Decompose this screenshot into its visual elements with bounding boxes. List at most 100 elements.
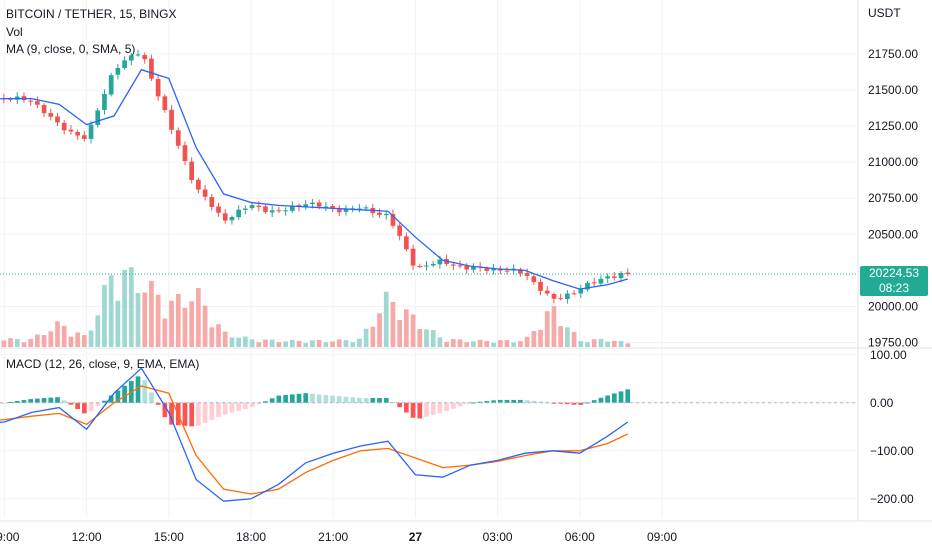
macd-histogram-bar <box>216 402 221 418</box>
grid-lines <box>0 0 858 518</box>
candle-body <box>430 263 436 266</box>
macd-histogram-bar <box>310 393 315 403</box>
macd-histogram-bar <box>229 402 235 413</box>
macd-histogram-bar <box>189 402 195 427</box>
macd-histogram-bar <box>88 402 94 412</box>
ma-legend[interactable]: MA (9, close, 0, SMA, 5) <box>6 42 136 56</box>
candle-body <box>484 268 490 271</box>
volume-bar <box>115 300 121 347</box>
macd-histogram-bar <box>283 394 288 403</box>
candle-body <box>424 265 429 267</box>
candle-body <box>524 272 530 276</box>
volume-bar <box>283 341 288 347</box>
volume-bar <box>81 335 87 347</box>
volume-bar <box>457 339 463 347</box>
macd-histogram-bar <box>155 402 161 405</box>
candle-body <box>404 236 409 250</box>
volume-bar <box>531 331 537 347</box>
macd-tick-label: −100.00 <box>870 444 914 458</box>
candle-body <box>390 214 396 226</box>
candle-body <box>571 293 577 295</box>
candle-body <box>115 67 121 75</box>
symbol-title[interactable]: BITCOIN / TETHER, 15, BINGX <box>6 7 177 21</box>
macd-histogram-bar <box>14 400 20 403</box>
candle-body <box>236 209 241 218</box>
candle-body <box>135 54 141 56</box>
volume-bar <box>68 336 74 347</box>
candle-body <box>162 96 168 111</box>
macd-histogram-bar <box>437 402 443 414</box>
macd-histogram-bar <box>464 402 470 405</box>
macd-axis-ticks[interactable]: 100.00 0.00 −100.00 −200.00 <box>870 348 914 506</box>
volume-bar <box>249 339 255 347</box>
ma-line <box>0 68 628 290</box>
time-tick-label: 09:00 <box>0 530 20 544</box>
macd-tick-label: 100.00 <box>870 348 907 362</box>
volume-bar <box>618 341 624 347</box>
candle-body <box>88 124 94 139</box>
macd-histogram-bar <box>21 400 27 403</box>
volume-bar <box>48 331 54 347</box>
price-tick-label: 21750.00 <box>868 47 918 61</box>
candle-body <box>169 109 174 130</box>
candle-body <box>585 282 590 290</box>
candle-body <box>108 75 114 95</box>
macd-histogram-bar <box>222 402 228 415</box>
volume-bar <box>518 341 523 347</box>
time-tick-label: 12:00 <box>72 530 102 544</box>
macd-histogram-bar <box>202 402 208 423</box>
macd-histogram-bar <box>585 402 590 404</box>
candle-body <box>363 207 369 209</box>
candle-body <box>283 210 288 212</box>
candle-body <box>182 145 188 162</box>
macd-histogram-bar <box>477 401 483 403</box>
candle-body <box>209 197 215 207</box>
volume-legend[interactable]: Vol <box>6 25 23 39</box>
volume-bar <box>370 326 376 347</box>
macd-histogram-bar <box>236 402 241 411</box>
volume-bar <box>316 340 322 347</box>
time-tick-label: 21:00 <box>318 530 348 544</box>
volume-bar <box>310 340 315 347</box>
volume-bar <box>269 339 275 347</box>
macd-histogram-bar <box>303 393 309 403</box>
volume-bar <box>243 336 248 347</box>
price-axis-ticks[interactable]: 21750.00 21500.00 21250.00 21000.00 20750.00… <box>868 47 918 350</box>
macd-legend[interactable]: MACD (12, 26, close, 9, EMA, EMA) <box>6 357 200 371</box>
macd-histogram-bar <box>404 402 409 413</box>
volume-bar <box>350 342 356 347</box>
macd-histogram-bar <box>296 393 302 403</box>
time-axis-ticks[interactable]: 09:00 12:00 15:00 18:00 21:00 27 03:00 06:00 09:… <box>0 530 677 544</box>
macd-histogram-bar <box>256 402 262 405</box>
time-tick-label: 03:00 <box>483 530 513 544</box>
candle-body <box>256 205 262 207</box>
volume-bar <box>102 285 107 347</box>
candle-body <box>591 282 597 284</box>
macd-histogram-bar <box>182 402 188 426</box>
volume-bar <box>404 309 409 347</box>
macd-histogram-bar <box>55 397 60 403</box>
macd-histogram-bar <box>135 376 141 403</box>
macd-histogram-bar <box>263 401 268 403</box>
volume-bar <box>591 339 597 347</box>
volume-bar <box>598 338 604 347</box>
candle-body <box>263 206 268 213</box>
candle-body <box>28 100 34 102</box>
volume-bar <box>122 270 127 347</box>
macd-histogram-bar <box>8 401 13 403</box>
candle-body <box>377 212 382 215</box>
volume-bar <box>330 341 335 347</box>
macd-histogram-bar <box>618 391 624 403</box>
volume-bar <box>471 341 476 347</box>
macd-histogram-bar <box>1 402 7 404</box>
volume-bar <box>149 280 154 347</box>
candle-body <box>149 58 154 79</box>
price-tick-label: 21250.00 <box>868 119 918 133</box>
candle-body <box>625 272 631 275</box>
macd-histogram-bar <box>410 402 416 418</box>
volume-bar <box>343 340 349 347</box>
volume-bar <box>128 267 134 347</box>
macd-histogram-bar <box>430 402 436 415</box>
volume-bar <box>417 329 423 347</box>
